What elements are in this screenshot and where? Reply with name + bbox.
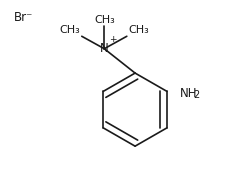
Text: CH₃: CH₃: [60, 25, 81, 35]
Text: 2: 2: [193, 90, 199, 100]
Text: NH: NH: [180, 87, 197, 100]
Text: N: N: [100, 42, 109, 55]
Text: CH₃: CH₃: [94, 15, 115, 25]
Text: CH₃: CH₃: [128, 25, 149, 35]
Text: +: +: [109, 34, 117, 44]
Text: Br⁻: Br⁻: [14, 11, 34, 24]
